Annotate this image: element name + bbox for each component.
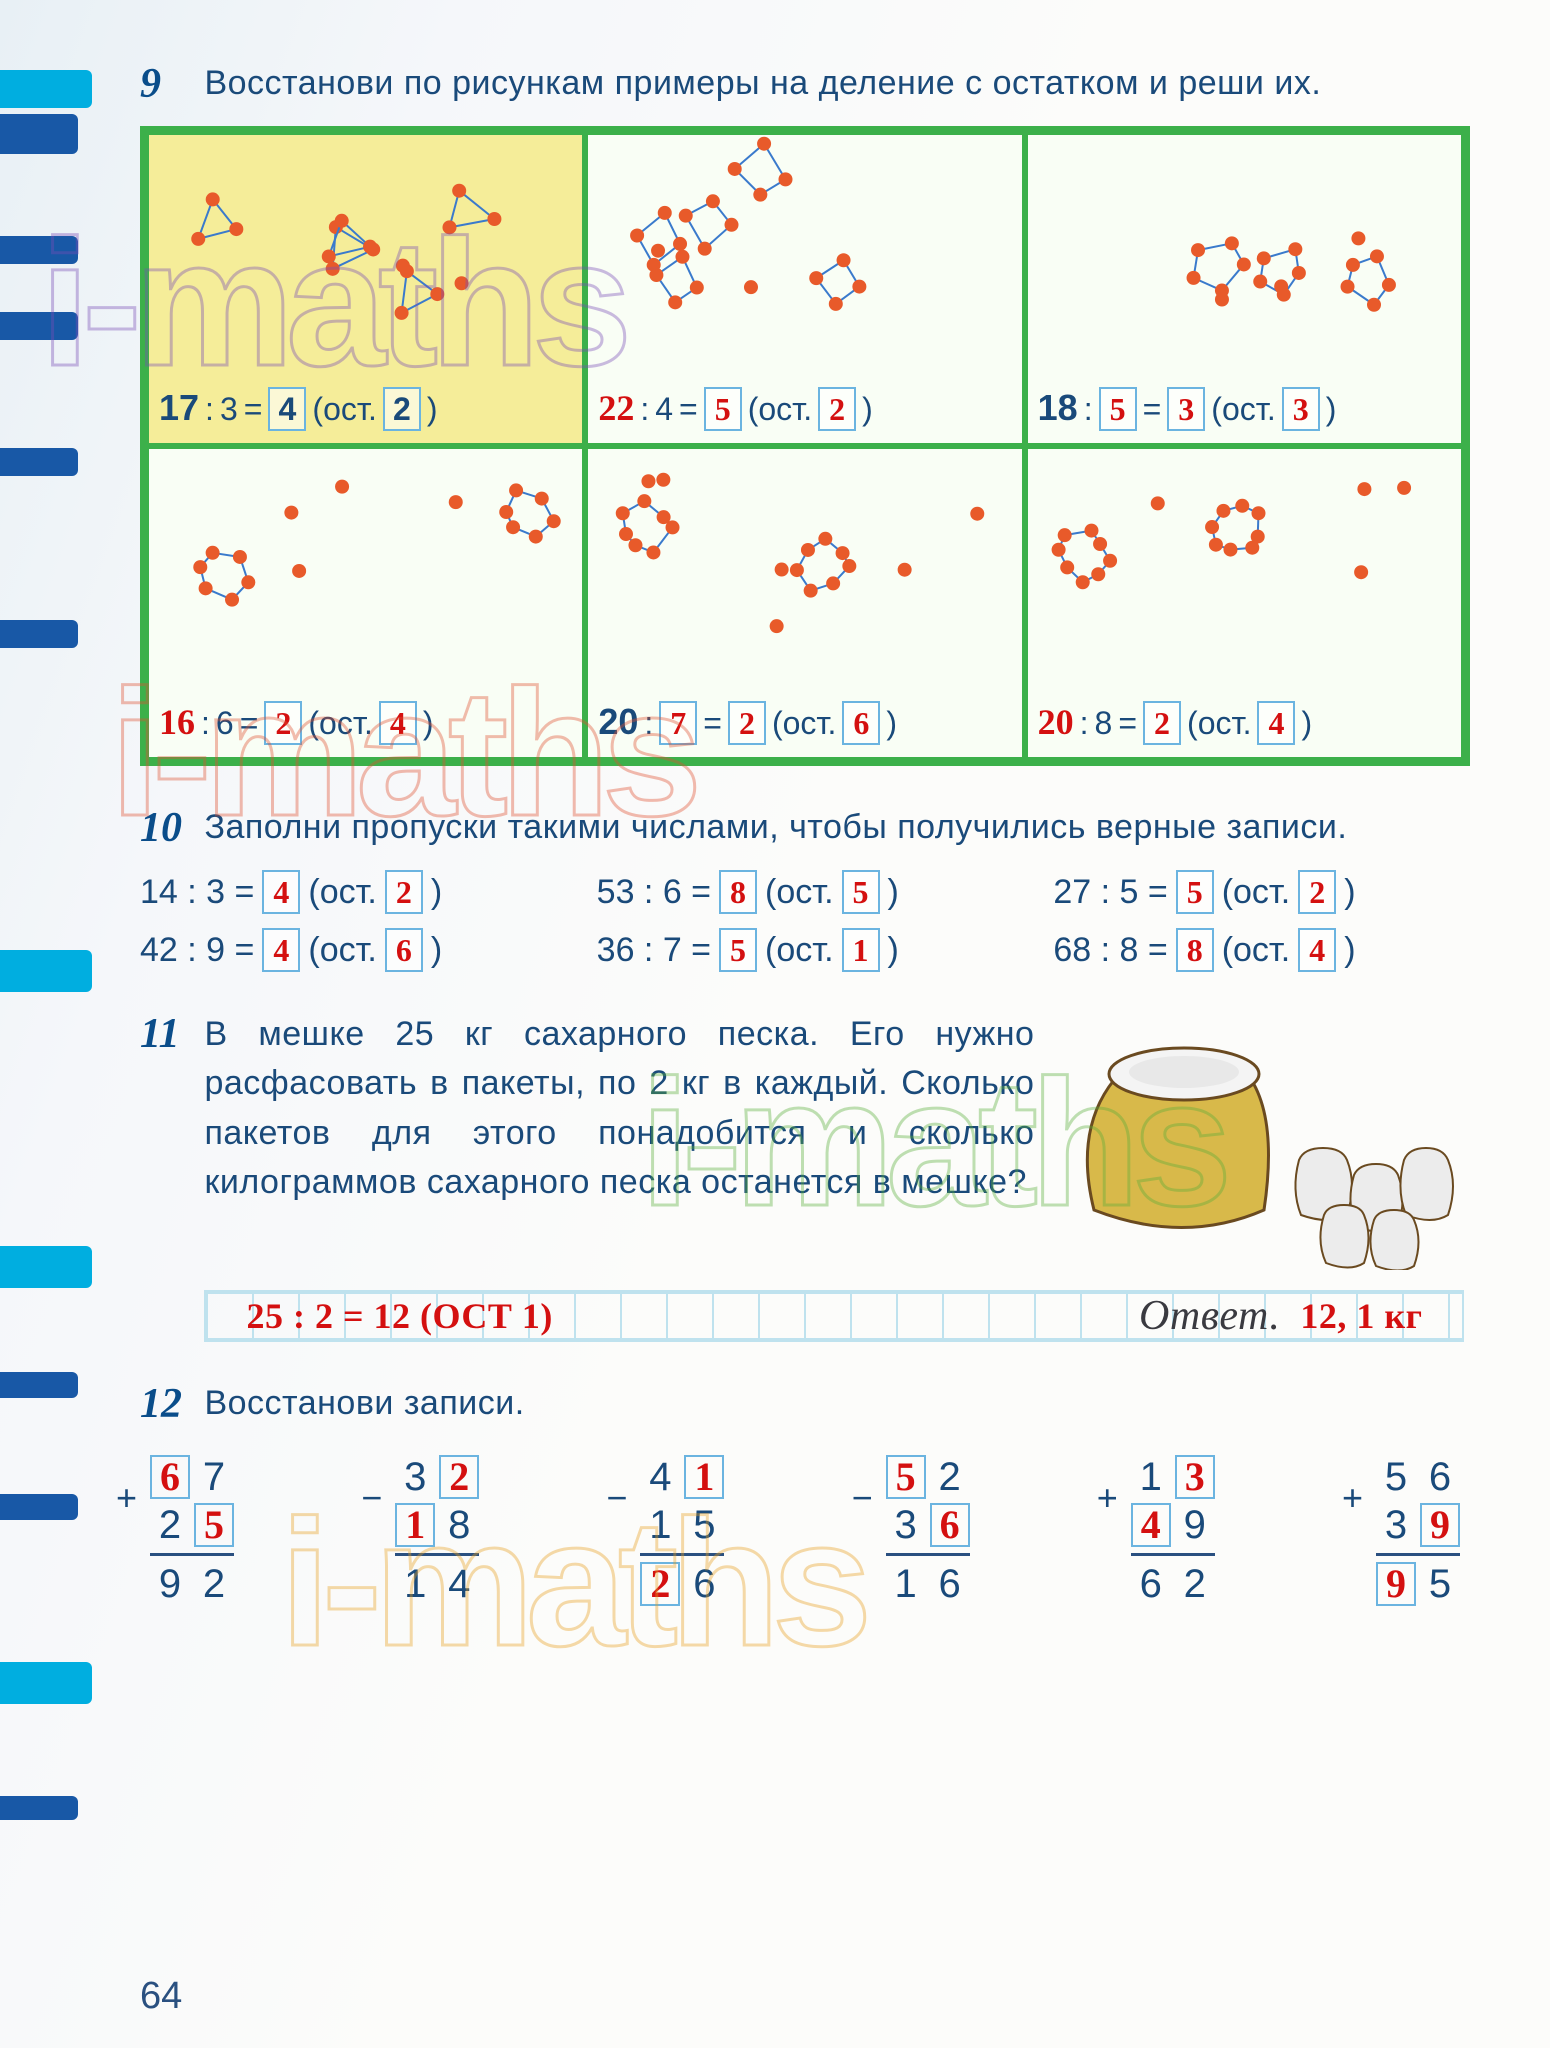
exercise-number: 9 bbox=[140, 60, 200, 108]
answer-label: Ответ. bbox=[1139, 1287, 1280, 1346]
calculation: 25 : 2 = 12 (ОСТ 1) bbox=[246, 1291, 552, 1341]
exercise-12: 12 Восстанови записи. +672592−321814−411… bbox=[140, 1380, 1470, 1608]
dots-grid: 17:3=4(ост.2)22:4=5(ост.2)18:5=3(ост.3)1… bbox=[140, 126, 1470, 766]
column-math: +672592−321814−411526−523616+134962+5639… bbox=[140, 1453, 1470, 1608]
exercise-10: 10 Заполни пропуски такими числами, чтоб… bbox=[140, 804, 1470, 972]
exercise-text: Заполни пропуски такими числами, чтобы п… bbox=[204, 804, 1464, 852]
fill-grid: 14 : 3 =4(ост.2)53 : 6 =8(ост.5)27 : 5 =… bbox=[140, 870, 1470, 972]
exercise-number: 12 bbox=[140, 1380, 200, 1428]
exercise-number: 11 bbox=[140, 1010, 200, 1058]
exercise-number: 10 bbox=[140, 804, 200, 852]
exercise-11: 11 В мешке 25 кг сахарного песка. Его ну… bbox=[140, 1010, 1470, 1342]
sugar-bags-illustration bbox=[1054, 1010, 1464, 1270]
margin-tabs bbox=[0, 0, 110, 2048]
exercise-text: Восстанови по рисункам примеры на делени… bbox=[204, 60, 1464, 108]
answer-line: 25 : 2 = 12 (ОСТ 1) Ответ. 12, 1 кг bbox=[204, 1290, 1464, 1342]
exercise-9: 9 Восстанови по рисункам примеры на деле… bbox=[140, 60, 1470, 766]
exercise-text: Восстанови записи. bbox=[204, 1380, 1464, 1428]
answer-value: 12, 1 кг bbox=[1300, 1291, 1422, 1341]
problem-text: В мешке 25 кг сахарного песка. Его нужно… bbox=[204, 1010, 1034, 1270]
page-number: 64 bbox=[140, 1975, 182, 2018]
